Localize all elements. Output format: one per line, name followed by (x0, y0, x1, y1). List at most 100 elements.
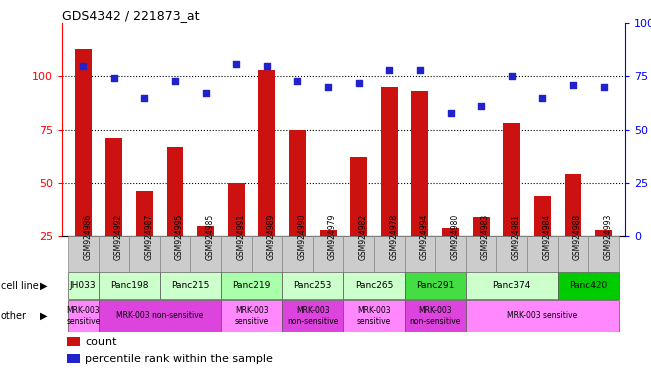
Text: GSM924991: GSM924991 (236, 214, 245, 260)
Point (598, 84, 609, 90)
Text: GSM924986: GSM924986 (83, 214, 92, 260)
Point (568, 82, 578, 88)
Point (139, 94, 150, 101)
Bar (312, 236, 344, 272)
Bar (282, 272, 344, 299)
Point (415, 67, 425, 73)
Point (109, 75, 119, 81)
Bar (105, 138, 122, 290)
Bar (589, 236, 619, 272)
Text: GSM924993: GSM924993 (603, 214, 613, 260)
Text: MRK-003
non-sensitive: MRK-003 non-sensitive (409, 306, 461, 326)
Bar (405, 272, 466, 299)
Bar (68, 300, 98, 331)
Text: GSM924995: GSM924995 (175, 214, 184, 260)
Text: MRK-003
sensitive: MRK-003 sensitive (357, 306, 391, 326)
Bar (98, 236, 129, 272)
Text: Panc374: Panc374 (493, 281, 531, 290)
Text: GSM924984: GSM924984 (542, 214, 551, 260)
Bar (258, 70, 275, 290)
Text: GSM924989: GSM924989 (267, 214, 276, 260)
Bar (98, 272, 159, 299)
Bar (436, 236, 466, 272)
Text: Panc291: Panc291 (416, 281, 454, 290)
Bar (405, 236, 436, 272)
Bar (68, 236, 98, 272)
Bar (411, 91, 428, 290)
Point (445, 109, 456, 116)
Point (292, 78, 303, 84)
Point (476, 103, 486, 109)
Text: Panc265: Panc265 (355, 281, 393, 290)
Bar (344, 236, 374, 272)
Bar (221, 236, 251, 272)
Bar (381, 87, 398, 290)
Bar (503, 123, 520, 290)
Text: JH033: JH033 (70, 281, 96, 290)
Bar (221, 272, 282, 299)
Text: cell line: cell line (1, 281, 38, 291)
Point (353, 79, 364, 86)
Bar (190, 236, 221, 272)
Text: percentile rank within the sample: percentile rank within the sample (85, 354, 273, 364)
Bar (595, 230, 612, 290)
Bar (282, 236, 312, 272)
Bar (564, 174, 581, 290)
Bar (197, 225, 214, 290)
Point (262, 63, 272, 69)
Bar (167, 147, 184, 290)
Bar (251, 236, 282, 272)
Text: MRK-003 sensitive: MRK-003 sensitive (507, 311, 577, 320)
Bar (405, 300, 466, 331)
Text: GSM924990: GSM924990 (298, 214, 307, 260)
Bar (344, 300, 405, 331)
Text: GSM924987: GSM924987 (145, 214, 154, 260)
Bar (558, 272, 619, 299)
Bar (228, 183, 245, 290)
Text: GDS4342 / 221873_at: GDS4342 / 221873_at (62, 9, 199, 22)
Bar (473, 217, 490, 290)
Text: ▶: ▶ (40, 281, 48, 291)
Text: GSM924981: GSM924981 (512, 214, 521, 260)
Text: GSM924985: GSM924985 (206, 214, 215, 260)
Text: GSM924988: GSM924988 (573, 214, 582, 260)
Point (170, 78, 180, 84)
Text: GSM924982: GSM924982 (359, 214, 368, 260)
Bar (129, 236, 159, 272)
Point (506, 73, 517, 79)
Text: Panc198: Panc198 (110, 281, 148, 290)
Bar (289, 130, 306, 290)
Point (78, 63, 89, 69)
Point (231, 60, 242, 66)
Text: GSM924992: GSM924992 (114, 214, 123, 260)
Point (201, 90, 211, 96)
Text: MRK-003
sensitive: MRK-003 sensitive (234, 306, 269, 326)
Bar (159, 272, 221, 299)
Text: Panc215: Panc215 (171, 281, 210, 290)
Bar (534, 196, 551, 290)
Bar (466, 236, 497, 272)
Bar (374, 236, 405, 272)
Bar (344, 272, 405, 299)
Text: ▶: ▶ (40, 311, 48, 321)
Bar (497, 236, 527, 272)
Text: Panc219: Panc219 (232, 281, 271, 290)
Point (537, 94, 547, 101)
Text: MRK-003 non-sensitive: MRK-003 non-sensitive (116, 311, 204, 320)
Text: MRK-003
non-sensitive: MRK-003 non-sensitive (287, 306, 339, 326)
Text: GSM924978: GSM924978 (389, 214, 398, 260)
Bar (98, 300, 221, 331)
Text: Panc253: Panc253 (294, 281, 332, 290)
Text: MRK-003
sensitive: MRK-003 sensitive (66, 306, 100, 326)
Bar (282, 300, 344, 331)
Bar (68, 272, 98, 299)
Text: GSM924983: GSM924983 (481, 214, 490, 260)
Text: count: count (85, 337, 117, 347)
Point (384, 67, 395, 73)
Text: GSM924980: GSM924980 (450, 214, 460, 260)
Bar (221, 300, 282, 331)
Bar (350, 157, 367, 290)
Bar (466, 272, 558, 299)
Bar (136, 191, 153, 290)
Bar (527, 236, 558, 272)
